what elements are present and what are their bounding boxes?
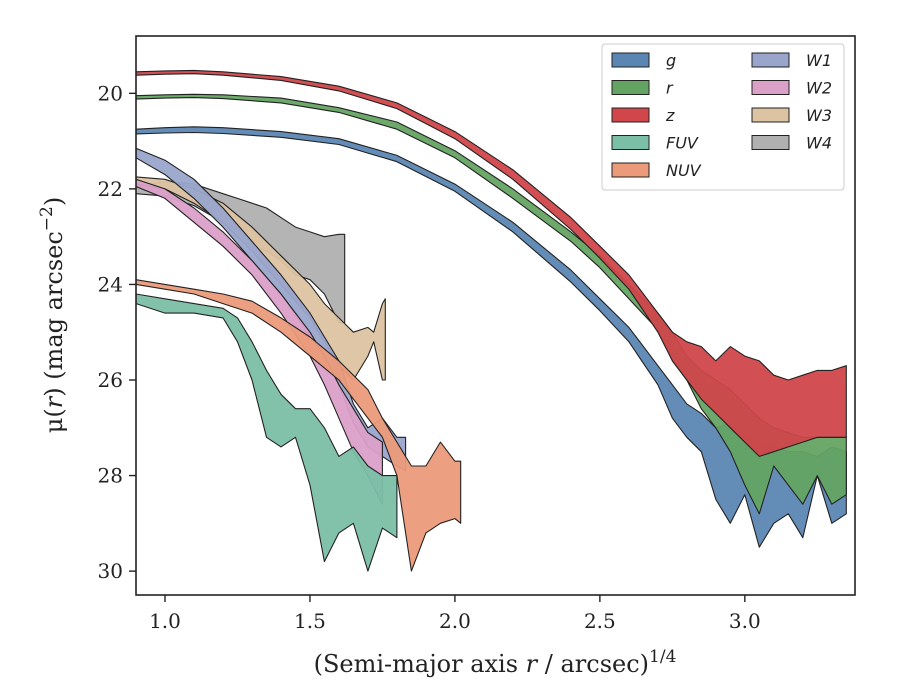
legend-label-z: z: [665, 106, 675, 125]
y-axis-label: μ(r) (mag arcsec−2): [37, 197, 68, 434]
plot-frame: [135, 35, 856, 596]
y-tick-label: 28: [98, 464, 123, 488]
series-layer: [136, 69, 847, 572]
legend-swatch-w4: [751, 135, 790, 150]
legend-label-fuv: FUV: [666, 134, 699, 153]
legend-label-w1: W1: [806, 51, 832, 70]
series-band-r: [136, 93, 847, 515]
y-axis: 20 22 24 26 28 30: [98, 81, 136, 583]
legend-swatch-z: [611, 107, 650, 123]
legend-swatch-r: [611, 80, 650, 95]
y-tick-label: 30: [98, 559, 123, 583]
y-tick-label: 24: [98, 272, 123, 296]
series-band-fuv: [136, 293, 398, 572]
x-tick-label: 2.5: [584, 609, 616, 633]
legend-swatch-w1: [751, 52, 790, 68]
legend-swatch-fuv: [611, 135, 650, 150]
y-tick-label: 20: [98, 81, 123, 105]
series-band-nuv: [136, 279, 462, 572]
legend-swatch-nuv: [611, 162, 650, 178]
legend-label-w2: W2: [806, 79, 832, 98]
x-tick-label: 1.5: [294, 609, 326, 633]
series-band-z: [136, 69, 847, 457]
legend: grz FUV NUV W1 W2 W3 W4: [601, 43, 845, 191]
legend-label-nuv: NUV: [666, 161, 702, 180]
x-axis-label: (Semi-major axis r / arcsec)1/4: [314, 647, 677, 678]
legend-label-w4: W4: [806, 134, 832, 153]
legend-swatch-w2: [751, 80, 790, 95]
legend-swatch-w3: [751, 107, 790, 123]
legend-label-w3: W3: [806, 106, 832, 125]
x-tick-label: 3.0: [729, 609, 761, 633]
x-axis: 1.0 1.5 2.0 2.5 3.0: [149, 595, 761, 633]
x-tick-label: 2.0: [439, 609, 471, 633]
y-tick-label: 26: [98, 368, 123, 392]
y-tick-label: 22: [98, 177, 123, 201]
legend-label-g: g: [666, 51, 676, 70]
series-band-g: [136, 126, 847, 548]
legend-swatch-g: [611, 52, 650, 68]
x-tick-label: 1.0: [149, 609, 181, 633]
legend-label-r: r: [666, 79, 674, 98]
